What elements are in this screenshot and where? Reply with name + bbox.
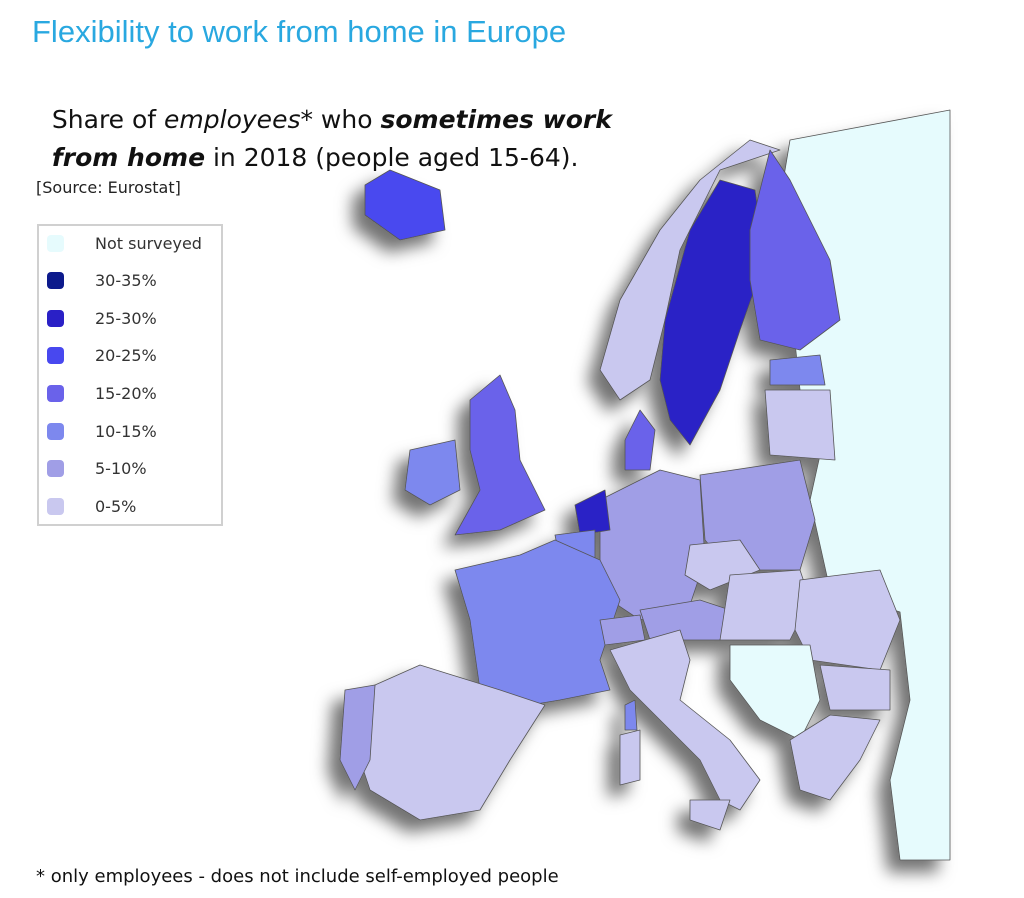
countries [339, 109, 951, 861]
country [819, 664, 891, 711]
country [339, 684, 376, 791]
legend-swatch [47, 497, 64, 515]
country [619, 729, 641, 786]
legend-label: 30-35% [95, 271, 157, 291]
legend-item: 25-30% [47, 308, 157, 328]
country [764, 389, 836, 461]
legend-swatch [47, 234, 64, 252]
subtitle-line: Share of employees* who sometimes work [36, 76, 612, 134]
legend-item: 15-20% [47, 383, 157, 403]
legend-item: 20-25% [47, 346, 157, 366]
subtitle-line: from home in 2018 (people aged 15-64). [36, 114, 579, 172]
legend-label: 10-15% [95, 421, 157, 441]
legend-label: 20-25% [95, 346, 157, 366]
legend-swatch [47, 460, 64, 478]
country [749, 149, 841, 351]
country [454, 374, 546, 536]
legend-label: 25-30% [95, 308, 157, 328]
subtitle-text: from home [51, 143, 206, 172]
country [729, 644, 821, 741]
subtitle-text: Share of [51, 105, 165, 134]
country [404, 439, 461, 506]
country [364, 169, 446, 241]
subtitle-text: in 2018 (people aged 15-64). [205, 143, 579, 172]
country [689, 799, 731, 831]
legend-label: 5-10% [95, 459, 147, 479]
legend-swatch [47, 272, 64, 290]
source: [Source: Eurostat] [36, 178, 181, 197]
legend-swatch [47, 309, 64, 327]
country [359, 664, 546, 821]
legend-swatch [47, 347, 64, 365]
country [599, 139, 781, 401]
country [609, 629, 761, 811]
footnote: * only employees - does not include self… [36, 866, 559, 887]
legend-swatch [47, 422, 64, 440]
legend-item: 5-10% [47, 459, 147, 479]
legend-item: 10-15% [47, 421, 157, 441]
country [574, 489, 611, 536]
country [769, 354, 826, 386]
legend: Not surveyed 30-35% 25-30% 20-25% 15-20% 10-1… [37, 224, 223, 526]
legend-label: 15-20% [95, 383, 157, 403]
legend-swatch [47, 384, 64, 402]
legend-item: Not surveyed [47, 233, 202, 253]
country [624, 409, 656, 471]
subtitle-text: employees [164, 105, 301, 134]
country [624, 699, 638, 731]
legend-item: 0-5% [47, 496, 136, 516]
title: Flexibility to work from home in Europe [32, 14, 567, 49]
subtitle-text: * who [300, 105, 381, 134]
legend-label: 0-5% [95, 496, 137, 516]
country [454, 539, 621, 711]
legend-item: 30-35% [47, 271, 157, 291]
subtitle-text: sometimes work [380, 105, 612, 134]
country [599, 614, 646, 646]
legend-label: Not surveyed [95, 233, 202, 253]
country [659, 179, 766, 446]
country [789, 714, 881, 801]
